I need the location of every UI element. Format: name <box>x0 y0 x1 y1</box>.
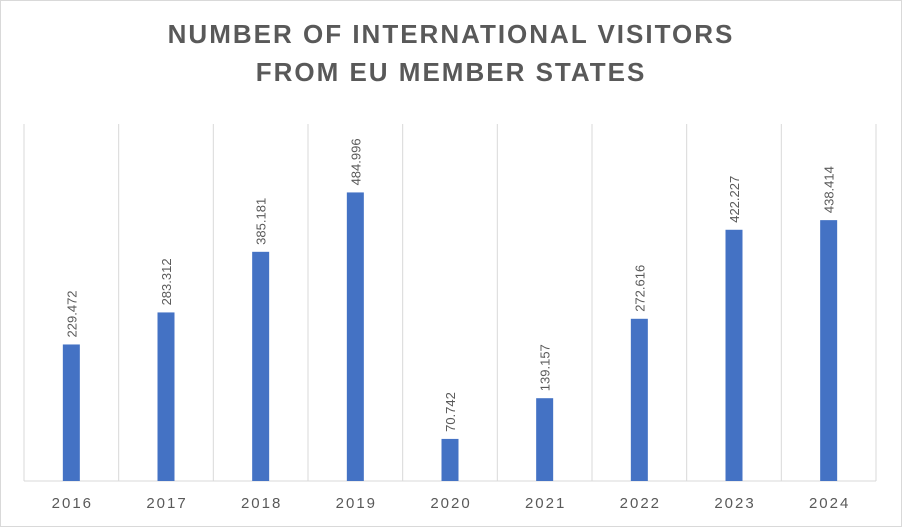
chart-title-line-2: FROM EU MEMBER STATES <box>255 57 647 87</box>
x-tick-label-2018: 2018 <box>241 495 282 512</box>
data-label-2020: 70.742 <box>443 392 458 432</box>
x-tick-label-2022: 2022 <box>620 495 661 512</box>
data-label-2021: 139.157 <box>538 344 553 391</box>
bar-2023 <box>725 229 743 481</box>
bar-2017 <box>157 312 175 481</box>
bar-2021 <box>536 398 554 481</box>
bar-2018 <box>252 251 270 481</box>
data-label-2019: 484.996 <box>348 138 363 185</box>
x-tick-label-2019: 2019 <box>336 495 377 512</box>
data-label-2018: 385.181 <box>254 198 269 245</box>
data-label-2017: 283.312 <box>159 258 174 305</box>
bar-2024 <box>820 220 838 481</box>
x-tick-label-2021: 2021 <box>525 495 566 512</box>
x-tick-label-2020: 2020 <box>430 495 471 512</box>
data-label-2022: 272.616 <box>632 265 647 312</box>
bar-2020 <box>441 438 459 481</box>
bar-2022 <box>630 318 648 481</box>
bar-2016 <box>62 344 80 481</box>
x-tick-label-2017: 2017 <box>146 495 187 512</box>
x-tick-label-2023: 2023 <box>714 495 755 512</box>
data-label-2023: 422.227 <box>727 176 742 223</box>
chart-title-line-1: NUMBER OF INTERNATIONAL VISITORS <box>167 19 735 49</box>
chart-title: NUMBER OF INTERNATIONAL VISITORS FROM EU… <box>1 15 901 91</box>
x-tick-label-2016: 2016 <box>52 495 93 512</box>
bar-2019 <box>346 192 364 482</box>
data-label-2024: 438.414 <box>822 166 837 213</box>
x-tick-label-2024: 2024 <box>809 495 850 512</box>
data-label-2016: 229.472 <box>64 290 79 337</box>
